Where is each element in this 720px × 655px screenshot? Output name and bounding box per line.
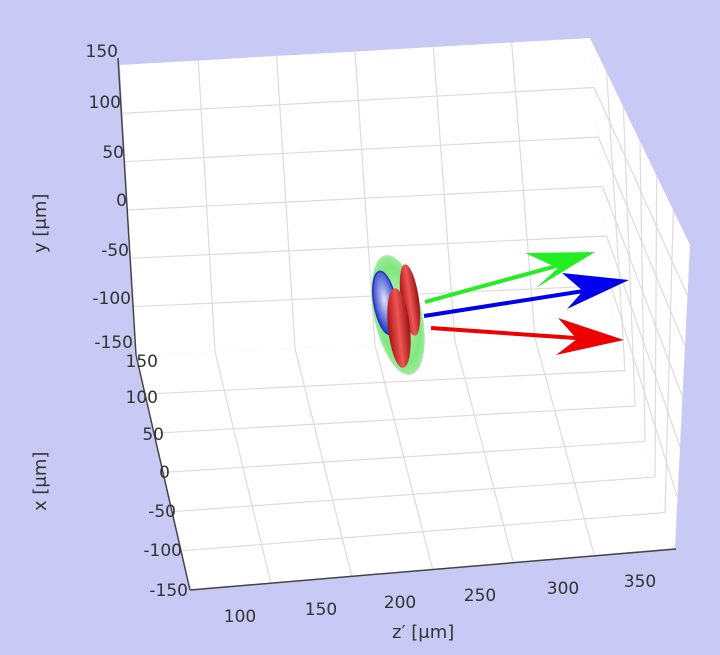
z-axis-line [189, 548, 677, 591]
y-tick-label: -100 [92, 289, 131, 309]
x-tick-label: -50 [148, 502, 176, 522]
grid-line [127, 185, 603, 211]
z-tick-label: 200 [383, 593, 417, 613]
blue-arrow-shaft [423, 288, 591, 318]
x-tick-label: -150 [149, 581, 188, 601]
red-arrow-shaft [430, 326, 591, 341]
y-tick-label: 100 [88, 93, 121, 113]
z-tick-label: 250 [463, 586, 497, 606]
grid-line [610, 285, 679, 498]
y-tick-label: -150 [94, 333, 133, 353]
grid-line [162, 440, 646, 474]
x-axis-line [135, 354, 191, 591]
grid-line [124, 136, 599, 163]
red-ellipsoid [387, 288, 411, 368]
y-tick-label: 50 [102, 143, 124, 163]
grid-line [122, 86, 595, 114]
grid-line [129, 235, 607, 259]
z-tick-label: 350 [623, 572, 657, 592]
right-wall [590, 38, 690, 548]
z-tick-label: 300 [546, 579, 580, 599]
y-axis-label: y [μm] [30, 193, 51, 253]
y-axis-line [117, 57, 137, 356]
x-tick-label: 100 [125, 388, 158, 408]
green-arrow-head [525, 252, 595, 288]
grid-line [171, 476, 656, 513]
y-tick-label: 0 [116, 191, 127, 211]
z-tick-label: 150 [304, 600, 338, 620]
z-tick-label: 100 [223, 607, 257, 627]
x-axis-label: x [μm] [30, 451, 51, 511]
grid-line [180, 511, 666, 552]
back-wall [120, 38, 615, 355]
x-tick-label: 150 [125, 352, 158, 372]
blue-arrow-head [562, 273, 629, 309]
y-tick-label: 150 [85, 42, 118, 62]
z-axis-label: z′ [μm] [392, 622, 455, 643]
y-tick-label: -50 [101, 241, 129, 261]
x-tick-label: -100 [143, 541, 182, 561]
grid-lines [122, 42, 689, 584]
x-tick-label: 0 [159, 463, 170, 483]
grid-line [153, 405, 636, 434]
grid-line [144, 369, 626, 395]
green-arrow-shaft [424, 263, 561, 304]
x-tick-label: 50 [142, 425, 164, 445]
red-arrow-head [556, 318, 624, 355]
